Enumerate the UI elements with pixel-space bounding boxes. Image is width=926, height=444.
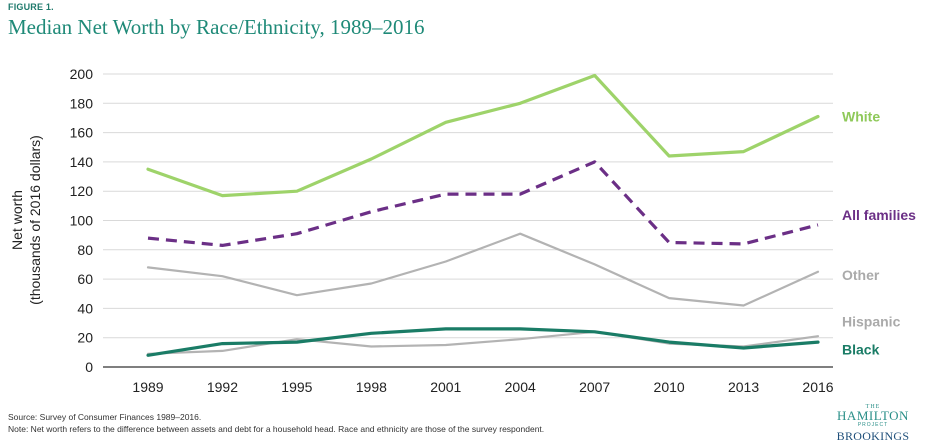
x-tick-label-2013: 2013 (728, 379, 759, 395)
definition-note: Note: Net worth refers to the difference… (8, 424, 545, 434)
series-label-black: Black (842, 341, 880, 357)
gridlines (103, 73, 833, 368)
logo-project: PROJECT (857, 422, 889, 428)
y-tick-label-60: 60 (77, 271, 93, 287)
x-tick-label-2016: 2016 (802, 379, 833, 395)
series-label-hispanic: Hispanic (842, 314, 901, 330)
x-tick-label-2004: 2004 (505, 379, 536, 395)
y-tick-label-200: 200 (70, 66, 94, 82)
y-tick-label-140: 140 (70, 154, 94, 170)
series-labels: White All families Other Hispanic Black (842, 108, 916, 357)
x-tick-label-1989: 1989 (132, 379, 163, 395)
x-tick-label-2007: 2007 (579, 379, 610, 395)
logo-hamilton: HAMILTON (837, 408, 909, 423)
y-tick-labels: 0 20 40 60 80 100 120 140 160 180 200 (70, 66, 94, 375)
y-tick-label-80: 80 (77, 242, 93, 258)
source-note: Source: Survey of Consumer Finances 1989… (8, 412, 202, 422)
y-axis-label: Net worth (thousands of 2016 dollars) (9, 135, 43, 305)
x-tick-label-2001: 2001 (430, 379, 461, 395)
series-line-black (146, 327, 820, 357)
series-line-other (146, 232, 820, 307)
y-axis-label-line1: Net worth (9, 190, 25, 250)
y-tick-label-40: 40 (77, 300, 93, 316)
y-tick-label-0: 0 (85, 359, 93, 375)
x-tick-label-1998: 1998 (356, 379, 387, 395)
logo-the: THE (865, 404, 881, 410)
y-tick-label-100: 100 (70, 213, 94, 229)
hamilton-brookings-logo: THE HAMILTON PROJECT BROOKINGS (828, 404, 918, 444)
figure-label: FIGURE 1. (8, 2, 54, 12)
y-tick-label-20: 20 (77, 330, 93, 346)
series-lines (146, 73, 820, 357)
series-label-all-families: All families (842, 207, 916, 223)
series-line-all-families (147, 160, 819, 247)
x-tick-label-1992: 1992 (207, 379, 238, 395)
x-tick-label-2010: 2010 (654, 379, 685, 395)
y-tick-label-180: 180 (70, 95, 94, 111)
x-tick-labels: 1989 1992 1995 1998 2001 2004 2007 2010 2013 2016 (132, 379, 833, 395)
line-chart: Net worth (thousands of 2016 dollars) 0 20… (9, 66, 916, 395)
series-label-white: White (842, 108, 880, 124)
y-tick-label-160: 160 (70, 125, 94, 141)
y-tick-label-120: 120 (70, 183, 94, 199)
logo-brookings: BROOKINGS (836, 429, 910, 443)
series-line-white (146, 73, 820, 198)
x-tick-label-1995: 1995 (281, 379, 312, 395)
series-label-other: Other (842, 267, 880, 283)
chart-title: Median Net Worth by Race/Ethnicity, 1989… (8, 15, 425, 39)
y-axis-label-line2: (thousands of 2016 dollars) (27, 135, 43, 305)
